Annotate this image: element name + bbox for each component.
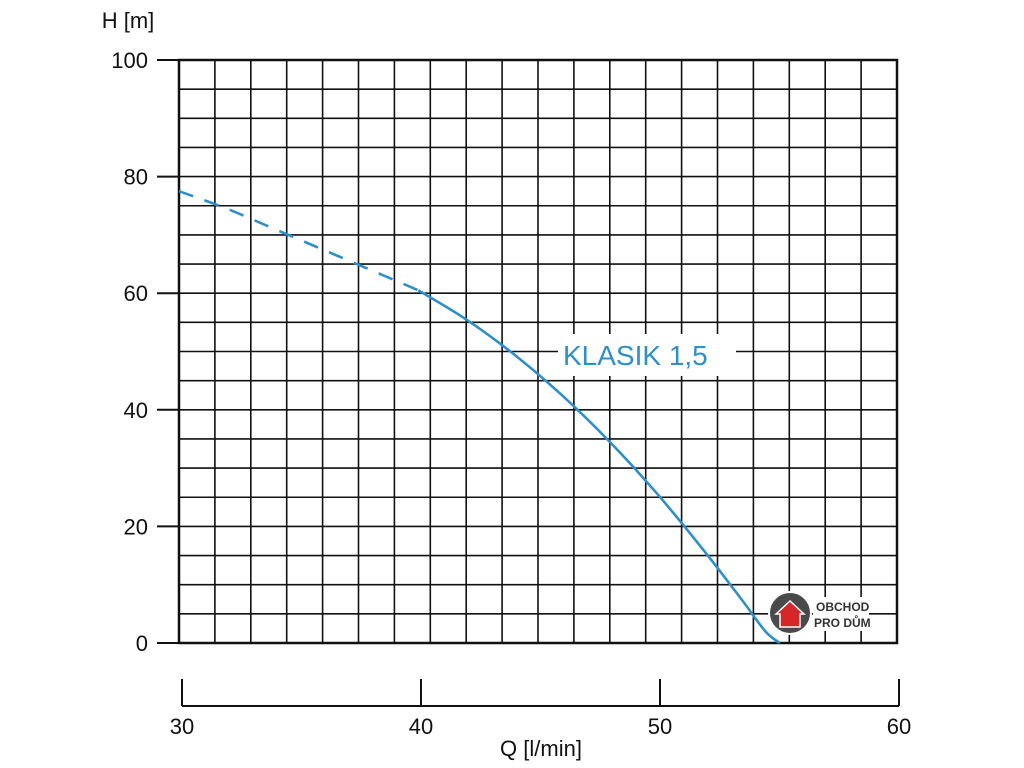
series-label: KLASIK 1,5 [558, 334, 736, 376]
x-tick-label: 50 [648, 714, 672, 739]
watermark-line1: OBCHOD [816, 600, 870, 614]
series-label-background [558, 334, 736, 376]
plot-frame [177, 58, 899, 645]
x-axis-label: Q [l/min] [500, 736, 582, 761]
series-line-solid [417, 289, 781, 645]
watermark-logo: OBCHOD PRO DŮM [768, 591, 871, 635]
x-tick-label: 60 [887, 714, 911, 739]
house-icon [774, 599, 806, 628]
y-tick-label: 100 [111, 48, 148, 73]
y-axis-label: H [m] [102, 8, 155, 33]
x-axis: 30 40 50 60 [170, 679, 911, 739]
series-curves [178, 189, 781, 645]
x-tick-label: 30 [170, 714, 194, 739]
watermark-text-bg [813, 597, 869, 631]
series-label-text: KLASIK 1,5 [563, 340, 708, 371]
y-tick-label: 0 [136, 631, 148, 656]
y-tick-label: 60 [124, 281, 148, 306]
y-axis: 100 80 60 40 20 0 [111, 48, 179, 656]
y-tick-label: 80 [124, 165, 148, 190]
grid [179, 60, 897, 643]
watermark-line2: PRO DŮM [814, 614, 871, 630]
y-tick-label: 20 [124, 514, 148, 539]
x-tick-label: 40 [409, 714, 433, 739]
y-tick-label: 40 [124, 398, 148, 423]
